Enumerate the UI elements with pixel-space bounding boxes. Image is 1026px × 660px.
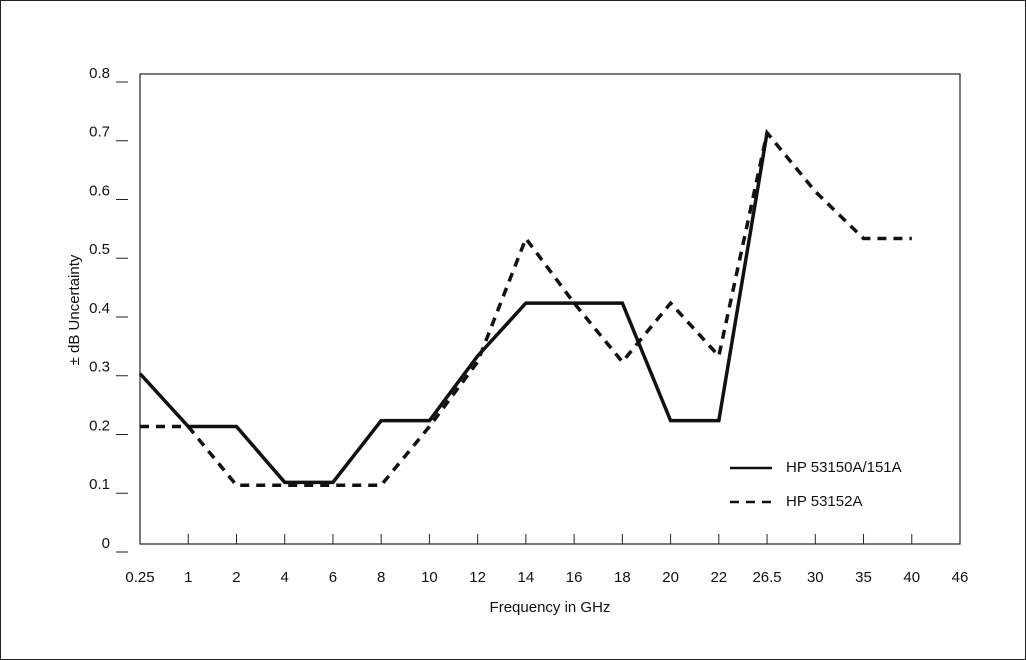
x-tick-label: 0.25 [125,569,154,586]
y-tick-label: 0.6 [89,182,110,199]
x-tick-label: 40 [903,569,920,586]
y-axis-label: ± dB Uncertainty [66,254,83,365]
y-tick-label: 0.2 [89,417,110,434]
y-tick-label: 0.3 [89,359,110,376]
x-tick-label: 12 [469,569,486,586]
x-tick-label: 8 [377,569,385,586]
line-series [138,132,769,485]
y-tick-label: 0.8 [89,65,110,82]
y-tick-label: 0.5 [89,241,110,258]
legend-label: HP 53150A/151A [786,459,902,476]
x-tick-label: 10 [421,569,438,586]
x-tick-label: 1 [184,569,192,586]
x-axis-label: Frequency in GHz [490,599,611,616]
y-tick-label: 0 [102,535,110,552]
legend-label: HP 53152A [786,493,862,510]
y-tick-label: 0.4 [89,300,110,317]
x-tick-label: 46 [952,569,969,586]
x-tick-label: 2 [232,569,240,586]
x-tick-label: 18 [614,569,631,586]
y-tick-label: 0.1 [89,476,110,493]
x-tick-label: 30 [807,569,824,586]
x-tick-label: 35 [855,569,872,586]
x-tick-label: 4 [281,569,289,586]
x-tick-label: 26.5 [752,569,781,586]
plot-frame [139,73,961,545]
x-tick-label: 20 [662,569,679,586]
x-tick-label: 6 [329,569,337,586]
y-tick-label: 0.7 [89,124,110,141]
x-tick-label: 22 [710,569,727,586]
x-tick-label: 14 [518,569,535,586]
x-tick-label: 16 [566,569,583,586]
